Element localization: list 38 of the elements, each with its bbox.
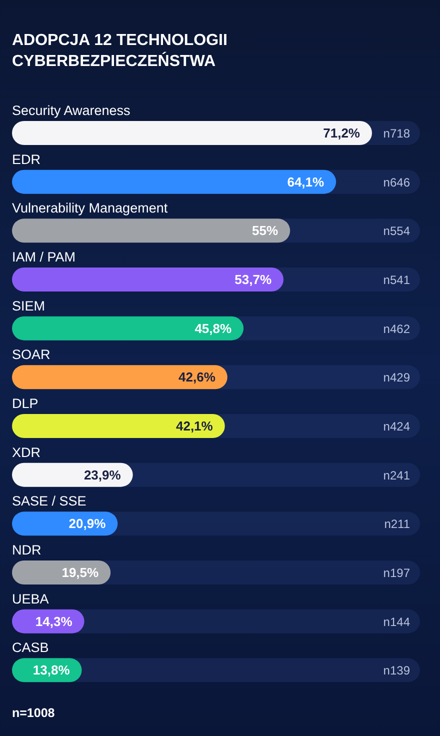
data-label: 14,3% [35, 614, 73, 629]
y-tick-label: SIEM [12, 298, 46, 314]
text: n429 [383, 370, 410, 385]
data-label: 42,6% [178, 370, 216, 385]
data-label: 71,2% [323, 126, 360, 140]
text: n197 [383, 566, 410, 580]
text: n554 [383, 224, 410, 238]
text: n424 [383, 420, 410, 434]
data-label: 19,5% [62, 565, 100, 580]
y-tick-label: EDR [12, 152, 41, 167]
text: n241 [383, 468, 410, 482]
y-tick-label: XDR [12, 444, 41, 460]
y-tick-label: Vulnerability Management [12, 200, 168, 216]
data-label: 20,9% [68, 516, 106, 532]
text: n462 [383, 322, 410, 336]
y-tick-label: DLP [12, 396, 38, 411]
data-label: 55% [252, 223, 279, 238]
text: n646 [383, 175, 410, 190]
data-label: 64,1% [287, 174, 325, 190]
text: n211 [384, 517, 410, 532]
y-tick-label: UEBA [12, 591, 49, 606]
y-tick-label: SOAR [12, 347, 51, 362]
text: n718 [383, 126, 410, 140]
y-tick-label: SASE / SSE [12, 494, 86, 509]
text: n=1008 [12, 706, 55, 720]
y-tick-label: IAM / PAM [12, 250, 76, 264]
data-label: 53,7% [234, 272, 272, 287]
data-label: 42,1% [176, 418, 214, 434]
data-label: 23,9% [84, 467, 122, 482]
text: n139 [383, 664, 410, 678]
y-tick-label: NDR [12, 542, 42, 558]
chart-title: ADOPCJA 12 TECHNOLOGII CYBERBEZPIECZEŃSTWA [12, 31, 228, 72]
data-label: 13,8% [32, 662, 70, 678]
y-tick-label: CASB [12, 640, 49, 656]
y-tick-label: Security Awareness [12, 103, 131, 118]
text: n144 [383, 614, 410, 629]
data-label: 45,8% [194, 320, 232, 336]
text: n541 [383, 273, 410, 287]
